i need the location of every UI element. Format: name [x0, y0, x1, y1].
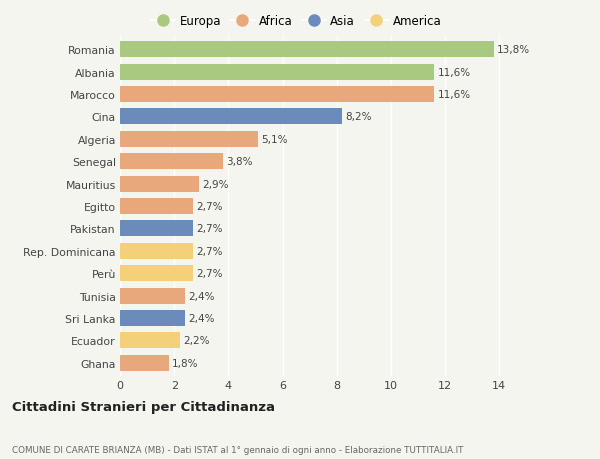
Bar: [120, 87, 434, 103]
Text: COMUNE DI CARATE BRIANZA (MB) - Dati ISTAT al 1° gennaio di ogni anno - Elaboraz: COMUNE DI CARATE BRIANZA (MB) - Dati IST…: [12, 445, 464, 454]
Bar: [120, 310, 185, 326]
Text: 2,9%: 2,9%: [202, 179, 229, 189]
Bar: [120, 333, 179, 349]
Text: 13,8%: 13,8%: [497, 45, 530, 55]
Bar: [120, 42, 494, 58]
Bar: [120, 176, 199, 192]
Legend: Europa, Africa, Asia, America: Europa, Africa, Asia, America: [151, 16, 442, 28]
Text: 2,7%: 2,7%: [196, 246, 223, 256]
Bar: [120, 355, 169, 371]
Text: Cittadini Stranieri per Cittadinanza: Cittadini Stranieri per Cittadinanza: [12, 400, 275, 413]
Text: 2,7%: 2,7%: [196, 224, 223, 234]
Text: 2,4%: 2,4%: [188, 291, 215, 301]
Text: 11,6%: 11,6%: [437, 67, 470, 78]
Text: 3,8%: 3,8%: [226, 157, 253, 167]
Text: 2,2%: 2,2%: [183, 336, 209, 346]
Bar: [120, 243, 193, 259]
Bar: [120, 198, 193, 215]
Text: 5,1%: 5,1%: [262, 134, 288, 145]
Text: 2,7%: 2,7%: [196, 269, 223, 279]
Bar: [120, 109, 342, 125]
Bar: [120, 154, 223, 170]
Text: 2,7%: 2,7%: [196, 202, 223, 212]
Text: 2,4%: 2,4%: [188, 313, 215, 323]
Bar: [120, 266, 193, 282]
Bar: [120, 221, 193, 237]
Bar: [120, 64, 434, 80]
Text: 8,2%: 8,2%: [346, 112, 372, 122]
Text: 11,6%: 11,6%: [437, 90, 470, 100]
Bar: [120, 288, 185, 304]
Text: 1,8%: 1,8%: [172, 358, 199, 368]
Bar: [120, 131, 258, 147]
